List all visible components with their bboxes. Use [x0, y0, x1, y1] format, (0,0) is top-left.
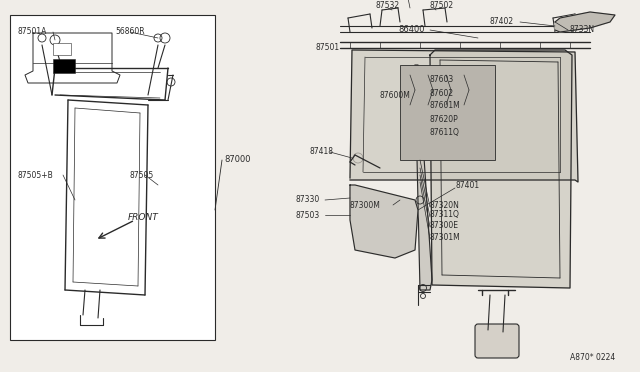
Text: 87601M: 87601M [430, 102, 461, 110]
Text: 87603: 87603 [430, 76, 454, 84]
Text: 87602: 87602 [430, 89, 454, 97]
Polygon shape [350, 185, 418, 258]
Text: A870* 0224: A870* 0224 [570, 353, 615, 362]
Text: 87418: 87418 [310, 148, 334, 157]
Bar [400, 65, 495, 160]
Text: 87330: 87330 [295, 196, 319, 205]
Text: 87532: 87532 [375, 0, 399, 10]
Text: 87600M: 87600M [380, 92, 411, 100]
Polygon shape [350, 50, 578, 182]
Polygon shape [430, 50, 572, 288]
Text: 87505: 87505 [130, 170, 154, 180]
Text: 56860R: 56860R [115, 28, 145, 36]
Text: 87311Q: 87311Q [430, 211, 460, 219]
Text: 87402: 87402 [490, 17, 514, 26]
Text: 87620P: 87620P [430, 115, 459, 124]
Text: 87611Q: 87611Q [430, 128, 460, 137]
Bar [10, 15, 215, 340]
Text: 87320N: 87320N [430, 201, 460, 209]
Polygon shape [415, 65, 432, 290]
Polygon shape [555, 12, 615, 32]
Text: 87301M: 87301M [430, 232, 461, 241]
Text: 86400: 86400 [398, 26, 424, 35]
Text: 87300M: 87300M [350, 201, 381, 209]
Text: FRONT: FRONT [128, 214, 159, 222]
Text: 87503: 87503 [295, 211, 319, 219]
Text: 87501A: 87501A [18, 28, 47, 36]
Bar [53, 43, 71, 55]
Text: 87300E: 87300E [430, 221, 459, 230]
FancyBboxPatch shape [475, 324, 519, 358]
Text: 87505+B: 87505+B [18, 170, 54, 180]
Text: 87502: 87502 [430, 0, 454, 10]
Bar [53, 59, 75, 73]
Text: 87000: 87000 [224, 155, 250, 164]
Text: 8733N: 8733N [570, 26, 595, 35]
Text: 87501: 87501 [315, 44, 339, 52]
Text: 87401: 87401 [455, 180, 479, 189]
